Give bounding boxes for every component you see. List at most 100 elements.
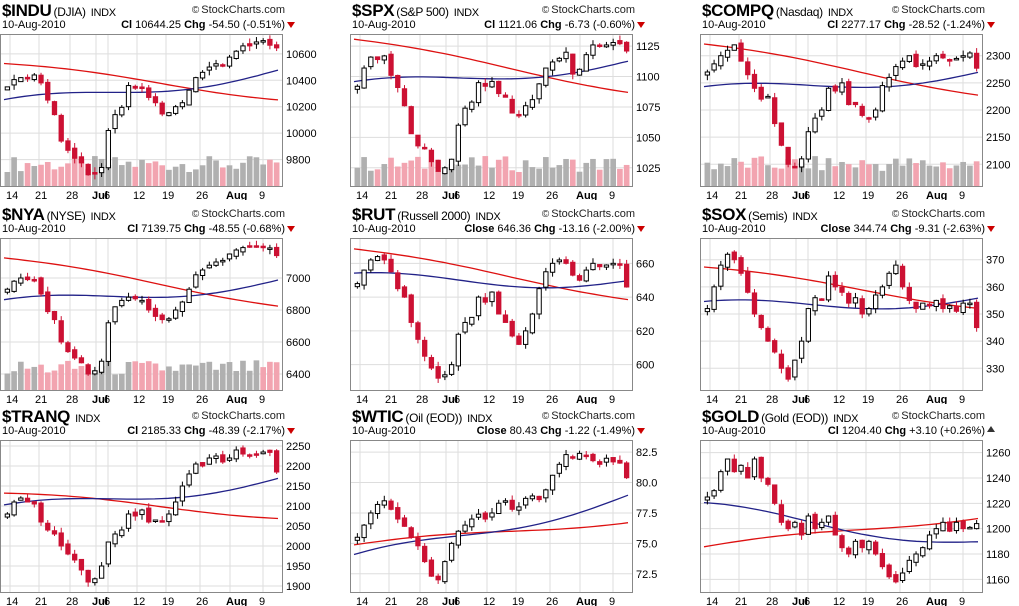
chart-panel-gold[interactable]: $GOLD (Gold (EOD)) INDX © StockCharts.com 10-… [700,406,1019,606]
candle-body [119,529,125,537]
candle-body [442,561,448,583]
x-tick-label: 28 [766,596,778,606]
volume-bar [415,156,421,186]
close-label: Close [476,425,507,437]
candle-body [812,117,818,133]
close-value: 344.74 [853,223,888,235]
candle-body [758,456,764,479]
watermark-text: StockCharts.com [901,4,985,16]
x-tick-label: 28 [66,596,78,606]
x-tick-label: 12 [833,190,845,200]
candle-body [4,288,11,293]
chart-panel-rut[interactable]: $RUT (Russell 2000) INDX © StockCharts.com 10… [350,204,683,404]
candle-body [408,106,414,135]
chart-header: $WTIC (Oil (EOD)) INDX © StockCharts.com 10-A… [350,406,683,440]
candle-body [72,147,78,159]
volume-bar [583,162,590,186]
candle-body [442,167,448,175]
volume-bar [839,161,845,186]
candle-body [906,559,912,573]
volume-bar [226,362,233,390]
volume-bar [946,168,953,186]
candle-body [920,547,926,557]
candle-body [502,500,509,503]
x-tick-label: 9 [959,394,965,404]
stockcharts-watermark: © StockCharts.com [892,4,985,16]
x-tick-label: 12 [133,190,145,200]
candle-body [543,271,549,288]
symbol: $NYA [2,205,45,224]
x-tick-label: 9 [959,190,965,200]
candle-body [529,313,536,334]
volume-bar [65,360,71,390]
candle-body [960,520,966,530]
close-value: 7139.75 [141,223,182,235]
candle-body [597,44,603,48]
down-arrow-icon [637,428,645,434]
x-tick-label: 19 [512,596,524,606]
volume-bar [374,169,381,186]
volume-bar [758,156,765,186]
chart-panel-tranq[interactable]: $TRANQ INDX © StockCharts.com 10-Aug-2010 Cl … [0,406,333,606]
volume-bar [906,158,913,186]
volume-bar [448,164,455,186]
candle-body [374,56,381,61]
volume-bar [832,166,839,186]
candle-body [247,43,253,47]
x-tick-label: Jul [792,394,808,404]
stockcharts-watermark: © StockCharts.com [542,410,635,422]
volume-bar [112,157,118,186]
change-label: Chg [884,19,906,31]
volume-bar [442,171,448,186]
candle-body [112,533,118,545]
chart-panel-indu[interactable]: $INDU (DJIA) INDX © StockCharts.com 10-Aug-20… [0,0,333,200]
volume-bar [468,157,475,186]
chart-panel-nya[interactable]: $NYA (NYSE) INDX © StockCharts.com 10-Aug-201… [0,204,333,404]
candle-body [792,359,798,378]
volume-bar [933,166,940,186]
candle-body [65,140,71,151]
candle-body [415,134,421,147]
candle-body [920,63,926,66]
candle-body [926,60,933,67]
y-tick-label: 360 [986,282,1004,294]
exchange-label: INDX [453,7,479,19]
candle-body [516,113,522,117]
candle-body [368,512,374,525]
candle-body [415,322,421,340]
candle-body [166,318,172,321]
candle-body [610,262,616,266]
candle-body [381,254,387,261]
volume-bar [206,156,213,186]
volume-bar [233,168,240,186]
x-tick-label: 21 [35,190,47,200]
x-tick-label: 6 [454,394,460,404]
candle-body [832,85,838,92]
chart-panel-wtic[interactable]: $WTIC (Oil (EOD)) INDX © StockCharts.com 10-A… [350,406,683,606]
chart-date: 10-Aug-2010 [352,19,416,31]
chart-header: $NYA (NYSE) INDX © StockCharts.com 10-Aug-201… [0,204,333,238]
candle-body [819,521,825,528]
y-tick-label: 640 [636,292,654,304]
volume-bar [388,157,394,186]
sma50-line [3,257,279,307]
candle-body [509,98,515,114]
x-tick-label: 9 [609,596,615,606]
candle-body [879,286,886,296]
volume-bar [246,370,253,390]
copyright-icon: © [191,5,200,16]
volume-bar [859,160,866,186]
chart-panel-spx[interactable]: $SPX (S&P 500) INDX © StockCharts.com 10-Aug-… [350,0,683,200]
candle-body [226,56,233,67]
candle-body [529,99,536,108]
chart-panel-compq[interactable]: $COMPQ (Nasdaq) INDX © StockCharts.com 10-Aug… [700,0,1019,200]
volume-bar [718,163,724,186]
volume-bar [132,166,139,186]
x-tick-label: 9 [609,394,615,404]
symbol: $GOLD [702,407,760,426]
chart-panel-sox[interactable]: $SOX (Semis) INDX © StockCharts.com 10-Aug-20… [700,204,1019,404]
volume-bar [24,368,31,390]
candle-body [778,122,785,146]
